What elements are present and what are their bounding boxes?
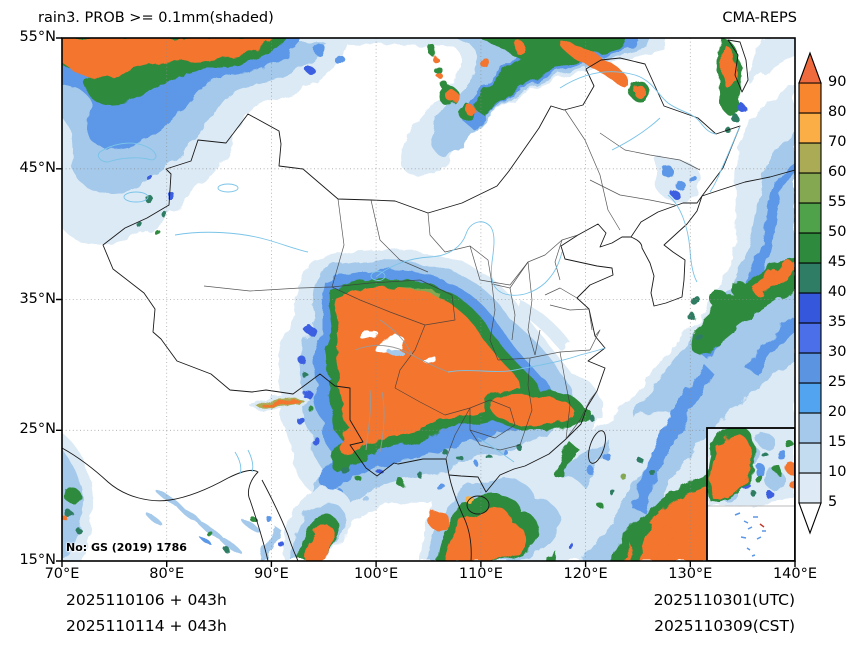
- south-china-sea-inset: [706, 427, 795, 561]
- model-name-label: CMA-REPS: [722, 10, 797, 26]
- x-tick-label: 130°E: [668, 566, 713, 582]
- colorbar-tick-label: 90: [828, 74, 847, 90]
- gridlines: [62, 38, 795, 561]
- colorbar-tick-label: 80: [828, 104, 847, 120]
- colorbar-tick-label: 45: [828, 254, 847, 270]
- precip-region-indochina: [420, 455, 591, 561]
- colorbar: [798, 51, 822, 535]
- colorbar-segment: [798, 352, 822, 384]
- precip-region-north-central: [300, 38, 665, 177]
- x-tick-label: 80°E: [149, 566, 185, 582]
- colorbar-tick-label: 55: [828, 194, 847, 210]
- y-tick-label: 15°N: [19, 552, 56, 568]
- colorbar-segment: [798, 112, 822, 144]
- map-license-watermark: No: GS (2019) 1786: [66, 541, 187, 554]
- colorbar-tick-label: 60: [828, 164, 847, 180]
- colorbar-tick-label: 10: [828, 464, 847, 480]
- rivers-lakes: [97, 71, 741, 475]
- y-tick-label: 55°N: [19, 29, 56, 45]
- y-tick-label: 35°N: [19, 290, 56, 307]
- x-tick-label: 90°E: [253, 566, 289, 582]
- figure-title: rain3. PROB >= 0.1mm(shaded): [38, 10, 274, 26]
- x-tick-label: 140°E: [772, 566, 818, 582]
- province-borders: [203, 109, 701, 460]
- init-time-cst-label: 2025110114 + 043h: [66, 617, 227, 635]
- precip-region-himalaya-sliver: [250, 396, 310, 410]
- colorbar-segment: [798, 142, 822, 174]
- colorbar-tick-label: 35: [828, 314, 847, 330]
- colorbar-tick-label: 30: [828, 344, 847, 360]
- colorbar-tick-label: 15: [828, 434, 847, 450]
- hainan-island: [466, 495, 490, 515]
- x-tick-label: 120°E: [563, 566, 608, 582]
- y-tick-label: 25°N: [19, 421, 56, 438]
- colorbar-segment: [798, 292, 822, 324]
- precip-region-northwest: [62, 38, 349, 245]
- init-time-utc-label: 2025110106 + 043h: [66, 591, 227, 609]
- valid-time-cst-label: 2025110309(CST): [654, 617, 795, 635]
- colorbar-over-arrow: [798, 51, 822, 84]
- x-tick-label: 110°E: [458, 566, 503, 582]
- colorbar-tick-label: 50: [828, 224, 847, 240]
- colorbar-under-arrow: [798, 502, 822, 535]
- axis-ticks: [56, 37, 796, 567]
- colorbar-tick-label: 40: [828, 284, 847, 300]
- valid-time-utc-label: 2025110301(UTC): [653, 591, 795, 609]
- y-tick-label: 45°N: [19, 159, 56, 176]
- x-tick-label: 100°E: [354, 566, 399, 582]
- precip-region-myanmar: [260, 488, 353, 561]
- colorbar-segment: [798, 322, 822, 354]
- colorbar-segment: [798, 202, 822, 234]
- inset-border: [706, 427, 795, 561]
- colorbar-segment: [798, 412, 822, 444]
- colorbar-segment: [798, 262, 822, 294]
- colorbar-segment: [798, 382, 822, 414]
- precip-region-sakhalin: [716, 38, 746, 133]
- colorbar-tick-label: 70: [828, 134, 847, 150]
- colorbar-tick-label: 25: [828, 374, 847, 390]
- colorbar-segment: [798, 442, 822, 474]
- country-borders: [62, 39, 795, 561]
- colorbar-segment: [798, 472, 822, 504]
- taiwan-island: [588, 430, 606, 464]
- colorbar-segment: [798, 82, 822, 114]
- x-tick-label: 70°E: [44, 566, 80, 582]
- colorbar-segment: [798, 232, 822, 264]
- precip-region-india-west-coast: [62, 432, 93, 561]
- colorbar-segment: [798, 172, 822, 204]
- map-plot-area: [62, 38, 795, 561]
- colorbar-tick-label: 20: [828, 404, 847, 420]
- inset-islands: [734, 512, 766, 557]
- colorbar-tick-label: 5: [828, 494, 838, 510]
